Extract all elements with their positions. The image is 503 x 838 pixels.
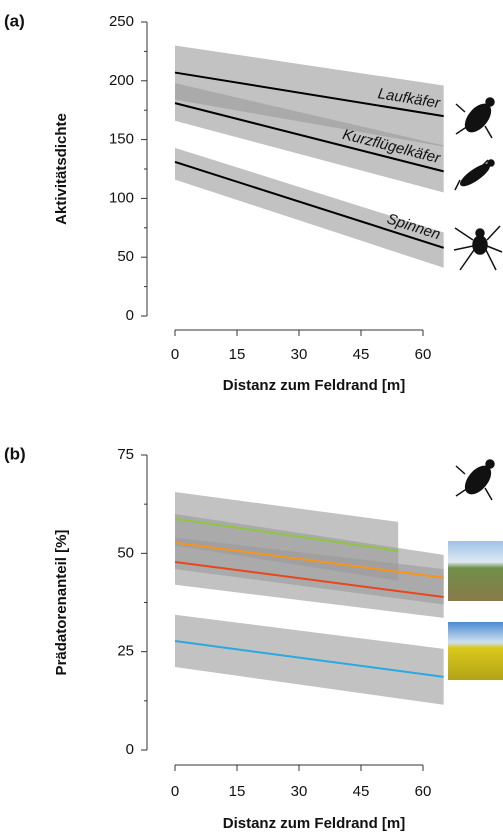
beetle-icon [456, 460, 495, 500]
x-axis-label: Distanz zum Feldrand [m] [223, 815, 406, 832]
y-axis-label: Prädatorenanteil [%] [53, 530, 70, 676]
y-axis-label: Aktivitätsdichte [53, 113, 70, 225]
x-tick-label: 45 [353, 346, 370, 363]
spider-icon [454, 226, 502, 270]
x-tick-label: 45 [353, 783, 370, 800]
y-tick-label: 0 [126, 741, 134, 758]
panel: (a) Aktivitätsdichte Distanz zum Feldrand … [4, 11, 444, 393]
x-tick-label: 15 [229, 783, 246, 800]
x-tick-label: 60 [415, 346, 432, 363]
y-tick-label: 150 [109, 131, 134, 148]
y-tick-label: 75 [117, 446, 134, 463]
x-axis-label: Distanz zum Feldrand [m] [223, 377, 406, 394]
rove-beetle-icon [455, 160, 494, 190]
panel-label: (b) [4, 444, 26, 463]
x-tick-label: 0 [171, 783, 179, 800]
y-tick-label: 200 [109, 72, 134, 89]
x-tick-label: 0 [171, 346, 179, 363]
rapeseed-photo [448, 622, 503, 680]
y-tick-label: 50 [117, 544, 134, 561]
panel: (b) Prädatorenanteil [%] Distanz zum Feldr… [4, 444, 444, 831]
figure: (b) Prädatorenanteil [%] Distanz zum Feldr… [0, 0, 503, 838]
x-tick-label: 15 [229, 346, 246, 363]
field-margin-photo [448, 541, 503, 601]
icons [448, 98, 503, 680]
y-tick-label: 50 [117, 248, 134, 265]
panel-label: (a) [4, 11, 25, 30]
beetle-icon [456, 98, 495, 138]
y-tick-label: 100 [109, 189, 134, 206]
y-tick-label: 250 [109, 13, 134, 30]
y-tick-label: 0 [126, 307, 134, 324]
x-tick-label: 30 [291, 783, 308, 800]
x-tick-label: 30 [291, 346, 308, 363]
y-tick-label: 25 [117, 643, 134, 660]
x-tick-label: 60 [415, 783, 432, 800]
